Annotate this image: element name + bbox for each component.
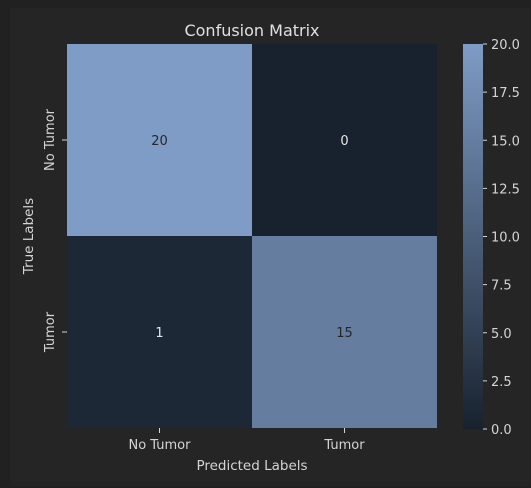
colorbar-tick-label: 20.0 xyxy=(491,38,520,53)
colorbar-tick-label: 12.5 xyxy=(491,182,520,197)
y-axis-label: True Labels xyxy=(21,198,37,275)
x-axis-ticks: No Tumor Tumor xyxy=(129,428,365,453)
y-tick-label: No Tumor xyxy=(43,108,58,171)
heatmap-cell-value: 0 xyxy=(340,134,348,149)
colorbar xyxy=(463,44,483,429)
heatmap-cell xyxy=(252,44,437,236)
heatmap-cell-labels: 20 0 1 15 xyxy=(151,134,353,341)
heatmap-cells xyxy=(67,44,437,428)
colorbar-tick-label: 7.5 xyxy=(491,279,512,294)
heatmap-cell-value: 15 xyxy=(336,326,353,341)
colorbar-tick-label: 0.0 xyxy=(491,423,512,438)
y-tick-label: Tumor xyxy=(43,311,58,353)
x-tick-label: No Tumor xyxy=(129,438,192,453)
heatmap-cell-value: 1 xyxy=(155,326,163,341)
x-axis-label: Predicted Labels xyxy=(196,458,307,474)
y-axis-ticks: No Tumor Tumor xyxy=(43,108,67,353)
colorbar-tick-label: 10.0 xyxy=(491,231,520,246)
heatmap-cell-value: 20 xyxy=(151,134,168,149)
chart-title: Confusion Matrix xyxy=(184,21,319,40)
heatmap-cell xyxy=(67,44,252,236)
colorbar-tick-label: 17.5 xyxy=(491,86,520,101)
colorbar-tick-label: 5.0 xyxy=(491,327,512,342)
heatmap-cell xyxy=(252,236,437,428)
x-tick-label: Tumor xyxy=(323,438,365,453)
colorbar-ticks: 0.0 2.5 5.0 7.5 10.0 12.5 15.0 17.5 20.0 xyxy=(483,38,520,438)
heatmap-cell xyxy=(67,236,252,428)
colorbar-tick-label: 15.0 xyxy=(491,134,520,149)
colorbar-tick-label: 2.5 xyxy=(491,375,512,390)
